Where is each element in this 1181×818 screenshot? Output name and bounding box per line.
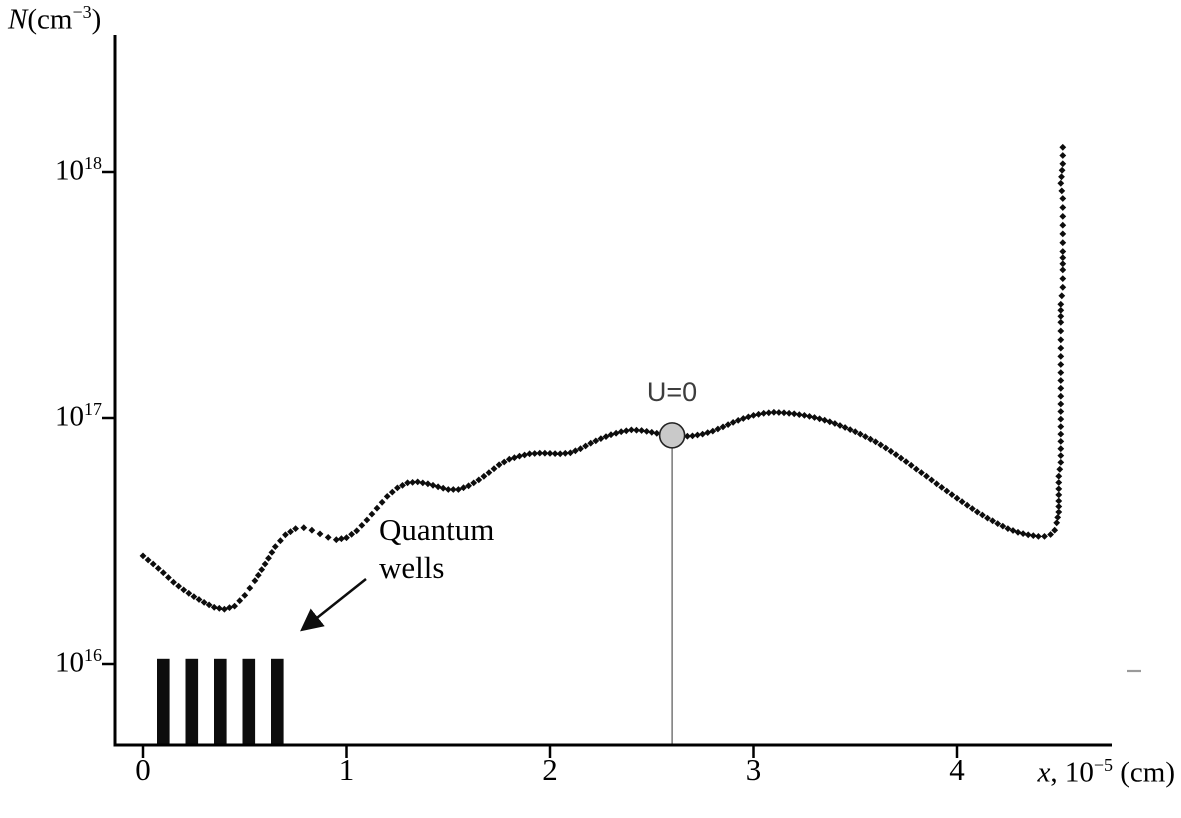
quantum-well-bar (214, 658, 227, 744)
x-axis-units-post: (cm) (1113, 756, 1175, 789)
x-tick-label: 1 (338, 752, 355, 787)
x-tick-label: 0 (135, 752, 151, 787)
y-axis-symbol: N (8, 3, 28, 36)
quantum-wells-label-line2: wells (379, 549, 445, 585)
quantum-well-bar (185, 658, 199, 744)
y-axis-units-exp: −3 (72, 2, 92, 22)
x-axis-symbol: x (1037, 756, 1051, 789)
quantum-wells-arrow (300, 578, 367, 632)
x-axis-units-pre: , 10 (1050, 756, 1094, 789)
y-tick-label: 1017 (40, 399, 102, 434)
y-tick-exponent: 16 (84, 644, 102, 665)
quantum-wells-label-line1: Quantum (379, 512, 495, 547)
x-tick-label: 3 (745, 752, 762, 787)
y-axis-units-post: ) (91, 3, 102, 36)
quantum-well-bar (157, 658, 170, 744)
y-tick-exponent: 18 (84, 152, 102, 173)
x-tick-label: 2 (542, 752, 558, 787)
y-tick-label: 1016 (40, 645, 102, 680)
quantum-wells-label: Quantum wells (379, 511, 494, 587)
x-axis-title: x, 10−5 (cm) (1038, 755, 1176, 790)
quantum-well-bar (271, 658, 284, 744)
y-axis-units-pre: (cm (27, 3, 73, 36)
x-tick-label: 4 (949, 752, 965, 787)
quantum-well-bar (242, 658, 256, 744)
u-zero-marker-circle (658, 422, 686, 449)
y-axis-title: N(cm−3) (8, 2, 101, 37)
x-axis-units-exp: −5 (1093, 755, 1113, 775)
data-point-series (139, 143, 1067, 613)
y-tick-label: 1018 (40, 153, 102, 188)
y-tick-base: 10 (55, 400, 85, 433)
y-tick-base: 10 (55, 646, 85, 679)
y-tick-exponent: 17 (84, 398, 102, 419)
axes-spines (113, 35, 1112, 747)
u-zero-annotation-label: U=0 (646, 377, 698, 407)
y-tick-base: 10 (55, 154, 85, 187)
